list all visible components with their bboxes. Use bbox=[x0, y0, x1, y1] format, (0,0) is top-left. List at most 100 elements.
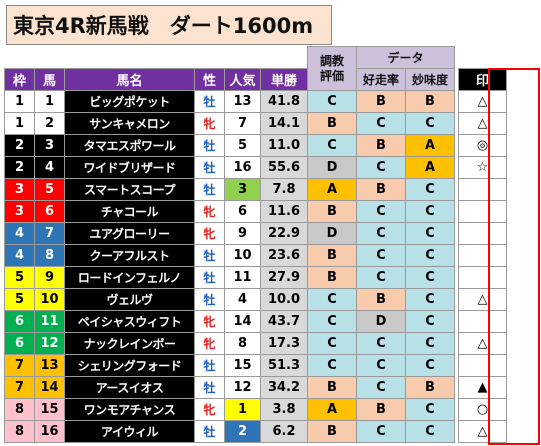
table-row: 6 12 ナックレインボー牝 8 17.3 C C C △ bbox=[4, 332, 507, 355]
myomi-cell: C bbox=[405, 178, 455, 201]
training-eval-cell: A bbox=[307, 178, 357, 201]
horse-name-cell: ビッグポケット bbox=[64, 90, 195, 113]
training-eval-cell: D bbox=[307, 156, 357, 179]
training-eval-cell: B bbox=[307, 112, 357, 135]
popularity-cell: 2 bbox=[224, 420, 261, 443]
mark-cell bbox=[458, 310, 507, 333]
mark-cell: △ bbox=[458, 90, 507, 113]
speed-rate-cell: D bbox=[356, 310, 406, 333]
myomi-cell: C bbox=[405, 398, 455, 421]
horse-name-cell: アイウィル bbox=[64, 420, 195, 443]
popularity-cell: 7 bbox=[224, 112, 261, 135]
popularity-cell: 9 bbox=[224, 222, 261, 245]
odds-cell: 27.9 bbox=[260, 266, 308, 289]
header-training-label: 調教 bbox=[319, 53, 344, 68]
sex-cell: 牝 bbox=[194, 310, 225, 333]
popularity-cell: 12 bbox=[224, 376, 261, 399]
sex-cell: 牡 bbox=[194, 376, 225, 399]
myomi-cell: C bbox=[405, 200, 455, 223]
mark-cell bbox=[458, 222, 507, 245]
popularity-cell: 10 bbox=[224, 244, 261, 267]
odds-cell: 22.9 bbox=[260, 222, 308, 245]
popularity-cell: 6 bbox=[224, 200, 261, 223]
horse-name-cell: ワイドブリザード bbox=[64, 156, 195, 179]
table-row: 7 13 シェリングフォード牡 15 51.3 C C C bbox=[4, 354, 507, 377]
sex-cell: 牝 bbox=[194, 332, 225, 355]
speed-rate-cell: B bbox=[356, 178, 406, 201]
waku-cell: 8 bbox=[4, 398, 35, 421]
popularity-cell: 4 bbox=[224, 288, 261, 311]
waku-cell: 7 bbox=[4, 376, 35, 399]
horse-name-cell: サンキャメロン bbox=[64, 112, 195, 135]
myomi-cell: C bbox=[405, 112, 455, 135]
training-eval-cell: C bbox=[307, 134, 357, 157]
table-row: 5 9 ロードインフェルノ牡 11 27.9 B C C bbox=[4, 266, 507, 289]
header-data-group: データ bbox=[356, 46, 455, 69]
popularity-cell: 14 bbox=[224, 310, 261, 333]
uma-cell: 7 bbox=[34, 222, 65, 245]
training-eval-cell: C bbox=[307, 332, 357, 355]
horse-name-cell: ユアグローリー bbox=[64, 222, 195, 245]
waku-cell: 7 bbox=[4, 354, 35, 377]
header-sex: 性 bbox=[194, 68, 225, 91]
horse-name-cell: タマエスポワール bbox=[64, 134, 195, 157]
horse-name-cell: シェリングフォード bbox=[64, 354, 195, 377]
header-row: 枠 馬 馬名 性 人気 単勝 好走率 妙味度 印 bbox=[4, 68, 507, 91]
waku-cell: 5 bbox=[4, 266, 35, 289]
sex-cell: 牝 bbox=[194, 200, 225, 223]
speed-rate-cell: C bbox=[356, 266, 406, 289]
mark-cell: ◎ bbox=[458, 134, 507, 157]
training-eval-cell: D bbox=[307, 222, 357, 245]
mark-cell: △ bbox=[458, 332, 507, 355]
training-eval-cell: B bbox=[307, 266, 357, 289]
uma-cell: 12 bbox=[34, 332, 65, 355]
training-eval-cell: B bbox=[307, 200, 357, 223]
mark-cell bbox=[458, 354, 507, 377]
speed-rate-cell: C bbox=[356, 376, 406, 399]
header-odds: 単勝 bbox=[260, 68, 308, 91]
header-myomi: 妙味度 bbox=[405, 68, 455, 91]
sex-cell: 牡 bbox=[194, 288, 225, 311]
training-eval-cell: C bbox=[307, 354, 357, 377]
myomi-cell: C bbox=[405, 288, 455, 311]
sex-cell: 牝 bbox=[194, 112, 225, 135]
mark-cell: △ bbox=[458, 420, 507, 443]
mark-cell bbox=[458, 266, 507, 289]
header-row-top: 調教 評価 データ bbox=[5, 46, 507, 91]
sex-cell: 牡 bbox=[194, 134, 225, 157]
odds-cell: 3.8 bbox=[260, 398, 308, 421]
uma-cell: 3 bbox=[34, 134, 65, 157]
table-row: 8 15 ワンモアチャンス牝 1 3.8 A B C ○ bbox=[4, 398, 507, 421]
myomi-cell: B bbox=[405, 376, 455, 399]
table-row: 2 4 ワイドブリザード牡 16 55.6 D C A ☆ bbox=[4, 156, 507, 179]
waku-cell: 3 bbox=[4, 178, 35, 201]
table-row: 7 14 アースイオス牡 12 34.2 B C B ▲ bbox=[4, 376, 507, 399]
popularity-cell: 15 bbox=[224, 354, 261, 377]
uma-cell: 16 bbox=[34, 420, 65, 443]
odds-cell: 10.0 bbox=[260, 288, 308, 311]
header-name: 馬名 bbox=[64, 68, 195, 91]
sex-cell: 牡 bbox=[194, 266, 225, 289]
sex-cell: 牡 bbox=[194, 420, 225, 443]
table-row: 1 1 ビッグポケット牡 13 41.8 C B B △ bbox=[4, 90, 507, 113]
header-waku: 枠 bbox=[4, 68, 35, 91]
horse-name-cell: ペイシャスウィフト bbox=[64, 310, 195, 333]
training-eval-cell: A bbox=[307, 398, 357, 421]
uma-cell: 14 bbox=[34, 376, 65, 399]
waku-cell: 8 bbox=[4, 420, 35, 443]
header-mark: 印 bbox=[458, 68, 507, 91]
myomi-cell: C bbox=[405, 266, 455, 289]
training-eval-cell: B bbox=[307, 420, 357, 443]
speed-rate-cell: C bbox=[356, 156, 406, 179]
table-row: 4 8 クーアフルスト牡 10 23.6 B C C bbox=[4, 244, 507, 267]
speed-rate-cell: C bbox=[356, 420, 406, 443]
uma-cell: 8 bbox=[34, 244, 65, 267]
table-row: 8 16 アイウィル牡 2 6.2 B C C △ bbox=[4, 420, 507, 443]
table-row: 1 2 サンキャメロン牝 7 14.1 B C C △ bbox=[4, 112, 507, 135]
training-eval-cell: C bbox=[307, 90, 357, 113]
waku-cell: 1 bbox=[4, 90, 35, 113]
horse-name-cell: ワンモアチャンス bbox=[64, 398, 195, 421]
table-row: 4 7 ユアグローリー牝 9 22.9 D C C bbox=[4, 222, 507, 245]
popularity-cell: 11 bbox=[224, 266, 261, 289]
sex-cell: 牡 bbox=[194, 90, 225, 113]
